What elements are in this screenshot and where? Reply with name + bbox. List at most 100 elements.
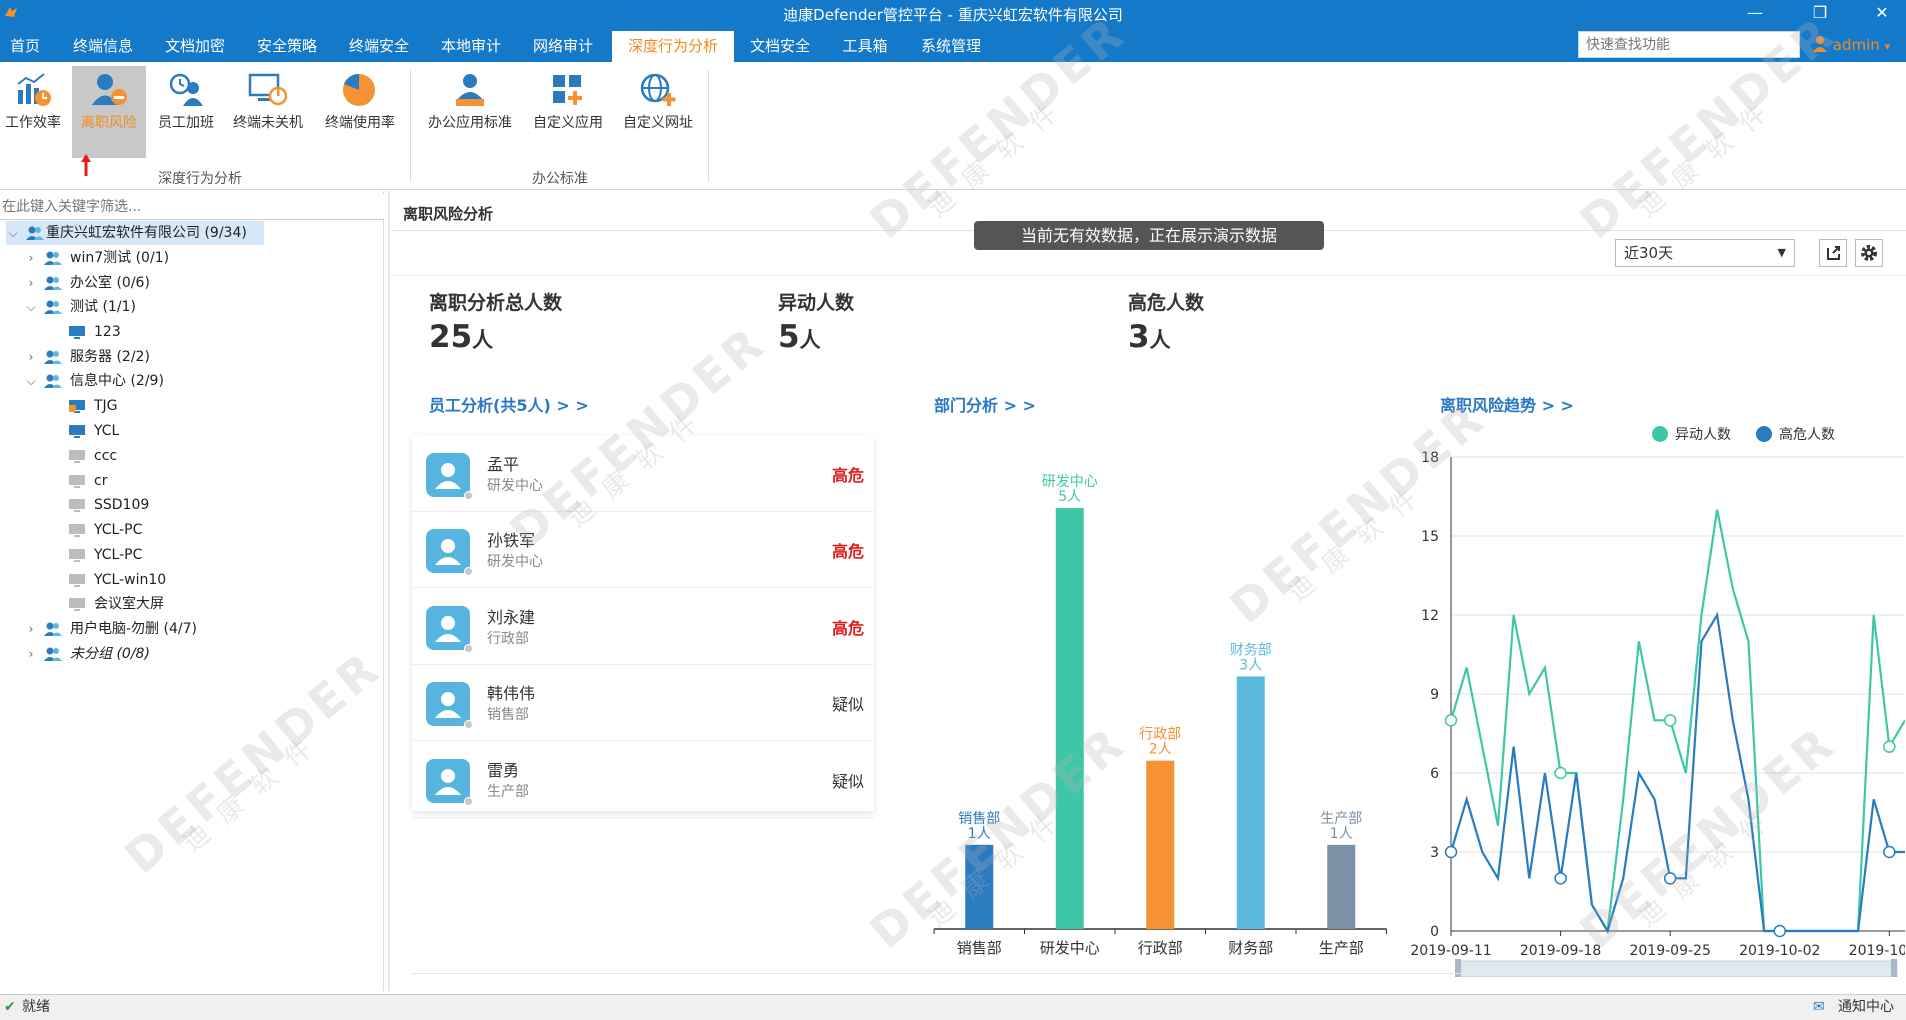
x-tick-label: 2019-09-18 xyxy=(1520,943,1601,959)
zoom-slider-handle-left[interactable] xyxy=(1455,959,1461,979)
ribbon-separator xyxy=(410,70,411,182)
chevron-down-icon[interactable]: ⌵ xyxy=(26,300,36,314)
tree-node-test[interactable]: ⌵ 测试 (1/1) xyxy=(24,295,224,319)
employee-name: 刘永建 xyxy=(487,607,536,627)
employee-card[interactable]: 孙铁军 研发中心 高危 xyxy=(412,512,874,589)
data-point xyxy=(1444,714,1458,727)
menu-terminal-security[interactable]: 终端安全 xyxy=(348,37,409,55)
menu-local-audit[interactable]: 本地审计 xyxy=(440,37,501,55)
employee-card[interactable]: 孟平 研发中心 高危 xyxy=(412,436,874,512)
tree-node-terminal-123[interactable]: 123 xyxy=(68,320,228,344)
office-user-icon xyxy=(456,74,484,106)
minimize-button[interactable]: — xyxy=(1747,3,1763,22)
avatar xyxy=(426,758,470,803)
employee-card[interactable]: 刘永建 行政部 高危 xyxy=(412,589,874,665)
monitor-offline-icon xyxy=(69,574,85,587)
group-icon xyxy=(44,251,62,265)
dropdown-arrow-icon: ▼ xyxy=(1777,246,1786,259)
chevron-down-icon[interactable]: ⌵ xyxy=(26,374,36,388)
menu-bar: 首页 终端信息 文档加密 安全策略 终端安全 本地审计 网络审计 深度行为分析 … xyxy=(0,27,1906,62)
tree-node-user-pc[interactable]: › 用户电脑-勿删 (4/7) xyxy=(24,617,244,641)
ribbon-group-office-standard: 办公标准 xyxy=(532,171,588,187)
menu-system[interactable]: 系统管理 xyxy=(920,37,981,55)
trend-analysis-link[interactable]: 离职风险趋势 > > xyxy=(1440,396,1574,415)
ribbon-overtime[interactable]: 员工加班 xyxy=(150,66,222,158)
date-range-value: 近30天 xyxy=(1624,244,1674,262)
zoom-slider-track[interactable] xyxy=(1458,960,1898,978)
stat-value: 3 xyxy=(1128,319,1150,355)
risk-level: 高危 xyxy=(831,466,864,485)
employee-analysis-link[interactable]: 员工分析(共5人) > > xyxy=(429,396,589,415)
chevron-right-icon[interactable]: › xyxy=(28,350,34,364)
ribbon-not-shutdown[interactable]: 终端未关机 xyxy=(226,66,310,158)
menu-security-policy[interactable]: 安全策略 xyxy=(256,37,317,55)
user-menu[interactable]: admin ▾ xyxy=(1812,33,1890,57)
chevron-right-icon[interactable]: › xyxy=(28,647,34,661)
tree-filter-input[interactable] xyxy=(0,194,384,220)
tree-node-ycl-pc-1[interactable]: YCL-PC xyxy=(68,518,228,542)
group-icon xyxy=(26,226,44,240)
stat-total: 离职分析总人数 25人 xyxy=(429,288,562,355)
menu-terminal-info[interactable]: 终端信息 xyxy=(72,37,133,55)
tree-node-ycl[interactable]: YCL xyxy=(68,419,228,443)
tree-node-tjg[interactable]: TJG xyxy=(68,394,228,418)
quick-search-input[interactable] xyxy=(1578,31,1800,58)
tree-node-office[interactable]: › 办公室 (0/6) xyxy=(24,271,224,295)
status-bar: ✔ 就绪 ✉ 通知中心 xyxy=(0,994,1906,1020)
menu-home[interactable]: 首页 xyxy=(9,37,40,55)
red-arrow-icon xyxy=(81,154,91,176)
tree-node-ccc[interactable]: ccc xyxy=(68,444,228,468)
ribbon-office-standard[interactable]: 办公应用标准 xyxy=(420,66,520,158)
panel-splitter[interactable] xyxy=(388,191,390,991)
zoom-slider-handle-right[interactable] xyxy=(1891,959,1897,979)
ribbon-custom-url[interactable]: 自定义网址 xyxy=(616,66,700,158)
menu-doc-encrypt[interactable]: 文档加密 xyxy=(164,37,225,55)
chevron-right-icon[interactable]: › xyxy=(28,276,34,290)
department-analysis-link[interactable]: 部门分析 > > xyxy=(934,396,1036,415)
ribbon-work-efficiency[interactable]: 工作效率 xyxy=(0,66,66,158)
ribbon-usage-rate[interactable]: 终端使用率 xyxy=(318,66,402,158)
tree-node-meeting-screen[interactable]: 会议室大屏 xyxy=(68,592,228,616)
tree-node-info-center[interactable]: ⌵ 信息中心 (2/9) xyxy=(24,369,224,393)
data-point xyxy=(1883,845,1896,859)
tree-node-ssd109[interactable]: SSD109 xyxy=(68,493,228,517)
chevron-right-icon[interactable]: › xyxy=(28,622,34,636)
person-icon xyxy=(435,615,461,642)
tree-node-ycl-pc-2[interactable]: YCL-PC xyxy=(68,543,228,567)
risk-level: 疑似 xyxy=(831,771,864,791)
tree-node-cr[interactable]: cr xyxy=(68,469,228,493)
data-point xyxy=(1883,740,1896,753)
tree-node-ycl-win10[interactable]: YCL-win10 xyxy=(68,568,228,592)
employee-card[interactable]: 韩伟伟 销售部 疑似 xyxy=(412,665,874,742)
employee-dept: 研发中心 xyxy=(487,554,543,571)
menu-doc-security[interactable]: 文档安全 xyxy=(749,37,810,55)
bar-研发中心 xyxy=(1055,508,1084,929)
settings-button[interactable] xyxy=(1855,239,1883,267)
stat-unit: 人 xyxy=(799,328,821,352)
x-tick-label: 2019-10-09 xyxy=(1849,943,1905,959)
close-button[interactable]: ✕ xyxy=(1875,3,1889,22)
menu-network-audit[interactable]: 网络审计 xyxy=(532,37,593,55)
export-button[interactable] xyxy=(1819,239,1847,267)
person-icon xyxy=(435,463,461,489)
tree-node-company[interactable]: ⌵ 重庆兴虹宏软件有限公司 (9/34) xyxy=(6,221,264,245)
tree-node-servers[interactable]: › 服务器 (2/2) xyxy=(24,345,224,369)
menu-toolbox[interactable]: 工具箱 xyxy=(842,37,888,55)
employee-card[interactable]: 雷勇 生产部 疑似 xyxy=(412,742,874,818)
tree-node-win7[interactable]: › win7测试 (0/1) xyxy=(24,246,224,270)
data-point xyxy=(1663,714,1677,727)
notify-center-link[interactable]: 通知中心 xyxy=(1838,999,1894,1015)
menu-deep-behavior[interactable]: 深度行为分析 xyxy=(612,31,734,62)
chevron-right-icon[interactable]: › xyxy=(28,251,34,265)
tree-node-ungrouped[interactable]: › 未分组 (0/8) xyxy=(24,642,224,666)
tree-node-label: 会议室大屏 xyxy=(94,596,164,612)
date-range-select[interactable]: 近30天 ▼ xyxy=(1615,239,1795,267)
person-icon xyxy=(435,768,461,795)
chevron-down-icon[interactable]: ⌵ xyxy=(8,226,18,240)
ribbon-resign-risk[interactable]: 离职风险 xyxy=(72,66,146,158)
restore-button[interactable]: ❐ xyxy=(1812,3,1828,22)
stat-high-risk: 高危人数 3人 xyxy=(1128,288,1204,355)
ribbon-custom-app[interactable]: 自定义应用 xyxy=(526,66,610,158)
avatar xyxy=(426,605,470,650)
x-tick-label: 研发中心 xyxy=(1040,939,1100,957)
